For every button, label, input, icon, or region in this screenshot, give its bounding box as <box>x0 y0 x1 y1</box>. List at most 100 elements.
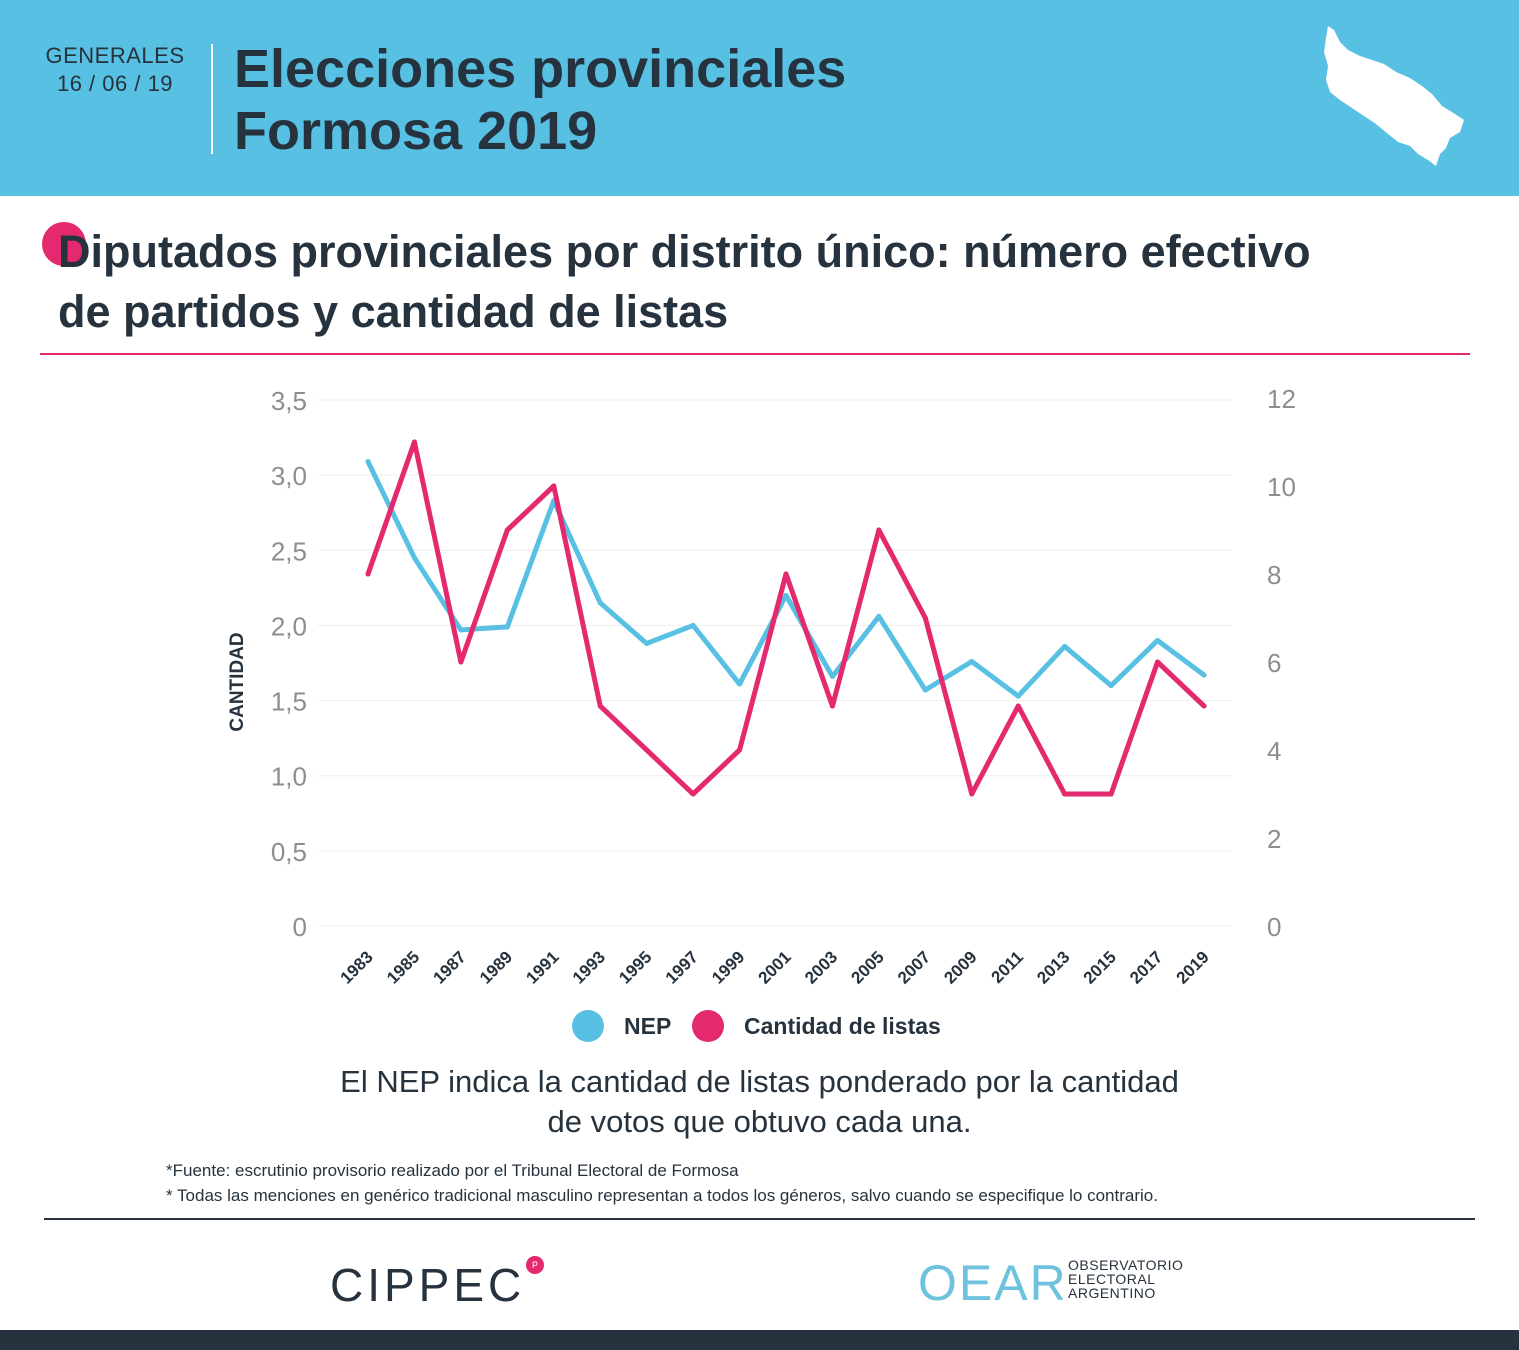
y-left-tick-label: 3,0 <box>271 461 307 491</box>
y-left-tick-label: 1,0 <box>271 762 307 792</box>
data-point-nep <box>458 627 464 633</box>
data-point-nep <box>1015 693 1021 699</box>
x-tick-label: 2007 <box>894 947 934 987</box>
chart-note-line1: El NEP indica la cantidad de listas pond… <box>340 1064 1179 1099</box>
data-point-listas <box>876 527 882 533</box>
legend-swatch-listas <box>692 1010 724 1042</box>
oear-logo-text-3: ARGENTINO <box>1068 1285 1156 1301</box>
x-tick-label: 2005 <box>848 947 888 987</box>
data-point-nep <box>876 613 882 619</box>
data-point-listas <box>1062 791 1068 797</box>
subtitle-bullet <box>42 222 86 266</box>
data-point-listas <box>1015 703 1021 709</box>
header-divider <box>211 44 213 154</box>
legend-label-nep: NEP <box>624 1013 672 1039</box>
x-tick-label: 1999 <box>708 947 748 987</box>
series-line-listas <box>365 439 1207 797</box>
data-point-nep <box>644 640 650 646</box>
x-tick-label: 2015 <box>1080 947 1120 987</box>
data-point-listas <box>551 483 557 489</box>
data-point-nep <box>411 555 417 561</box>
data-point-nep <box>690 622 696 628</box>
y-left-tick-label: 0 <box>293 912 307 942</box>
y-right-tick-label: 0 <box>1267 912 1281 942</box>
chart-subtitle-line1: Diputados provinciales por distrito únic… <box>58 226 1311 277</box>
y-left-tick-label: 1,5 <box>271 687 307 717</box>
chart-note-line2: de votos que obtuvo cada una. <box>547 1104 972 1139</box>
footer-divider <box>44 1218 1475 1220</box>
x-tick-label: 2019 <box>1173 947 1213 987</box>
y-axis-label: CANTIDAD <box>227 632 248 731</box>
data-point-listas <box>365 571 371 577</box>
legend-swatch-nep <box>572 1010 604 1042</box>
data-point-nep <box>1155 637 1161 643</box>
y-right-tick-label: 4 <box>1267 736 1281 766</box>
data-point-nep <box>597 600 603 606</box>
y-left-tick-label: 3,5 <box>271 386 307 416</box>
y-right-tick-label: 6 <box>1267 648 1281 678</box>
bottom-bar <box>0 1330 1519 1350</box>
oear-logo-text-1: OBSERVATORIO <box>1068 1257 1184 1273</box>
y-right-tick-label: 2 <box>1267 824 1281 854</box>
oear-logo-text-2: ELECTORAL <box>1068 1271 1156 1287</box>
data-point-nep <box>922 687 928 693</box>
data-point-listas <box>922 615 928 621</box>
x-tick-label: 2009 <box>940 947 980 987</box>
chart-subtitle-line2: de partidos y cantidad de listas <box>58 286 729 337</box>
cippec-logo: CIPPEC <box>330 1259 526 1311</box>
x-tick-label: 2001 <box>755 947 795 987</box>
data-point-listas <box>783 571 789 577</box>
data-point-listas <box>1155 659 1161 665</box>
data-point-nep <box>737 681 743 687</box>
data-point-nep <box>365 459 371 465</box>
election-kicker: GENERALES 16 / 06 / 19 <box>40 42 190 98</box>
y-left-tick-label: 0,5 <box>271 837 307 867</box>
x-tick-label: 1997 <box>662 947 702 987</box>
data-point-listas <box>737 747 743 753</box>
legend-label-listas: Cantidad de listas <box>744 1013 941 1039</box>
y-left-tick-label: 2,5 <box>271 536 307 566</box>
data-point-listas <box>1108 791 1114 797</box>
page-title-line2: Formosa 2019 <box>234 101 598 161</box>
oear-logo: OEAR <box>918 1255 1068 1311</box>
line-chart: 0 0,5 1,0 1,5 2,0 2,5 3,0 3,5 0 2 4 6 8 10 12 CANTIDAD 1… <box>227 384 1296 988</box>
data-point-nep <box>504 624 510 630</box>
data-point-listas <box>644 747 650 753</box>
cippec-badge-icon: P <box>526 1256 544 1274</box>
data-point-listas <box>504 527 510 533</box>
y-right-tick-label: 12 <box>1267 384 1296 414</box>
x-tick-label: 2011 <box>988 947 1028 987</box>
x-tick-label: 1995 <box>615 947 655 987</box>
x-tick-label: 2017 <box>1126 947 1166 987</box>
oear-logo-text: OBSERVATORIO ELECTORAL ARGENTINO <box>1068 1258 1183 1300</box>
page-title-line1: Elecciones provinciales <box>234 39 847 99</box>
kicker-type: GENERALES <box>45 43 185 68</box>
data-point-listas <box>969 791 975 797</box>
data-point-nep <box>969 658 975 664</box>
data-point-nep <box>1201 672 1207 678</box>
data-point-listas <box>411 439 417 445</box>
data-point-listas <box>458 659 464 665</box>
x-tick-label: 1983 <box>337 947 377 987</box>
y-left-tick-label: 2,0 <box>271 611 307 641</box>
x-tick-label: 2003 <box>801 947 841 987</box>
x-tick-label: 1991 <box>522 947 562 987</box>
page-title: Elecciones provinciales Formosa 2019 <box>234 38 846 162</box>
data-point-nep <box>783 592 789 598</box>
footnote-gender: * Todas las menciones en genérico tradic… <box>166 1186 1158 1205</box>
y-right-tick-label: 8 <box>1267 560 1281 590</box>
x-tick-label: 1989 <box>476 947 516 987</box>
x-tick-label: 2013 <box>1033 947 1073 987</box>
x-tick-label: 1993 <box>569 947 609 987</box>
data-point-listas <box>829 703 835 709</box>
data-point-listas <box>597 703 603 709</box>
chart-note: El NEP indica la cantidad de listas pond… <box>0 1062 1519 1142</box>
data-point-nep <box>829 674 835 680</box>
data-point-listas <box>1201 703 1207 709</box>
formosa-map-icon <box>1324 26 1464 166</box>
chart-subtitle: Diputados provinciales por distrito únic… <box>58 222 1498 342</box>
header-banner: GENERALES 16 / 06 / 19 Elecciones provin… <box>0 0 1519 196</box>
x-tick-label: 1985 <box>383 947 423 987</box>
x-tick-label: 1987 <box>430 947 470 987</box>
y-right-tick-label: 10 <box>1267 472 1296 502</box>
